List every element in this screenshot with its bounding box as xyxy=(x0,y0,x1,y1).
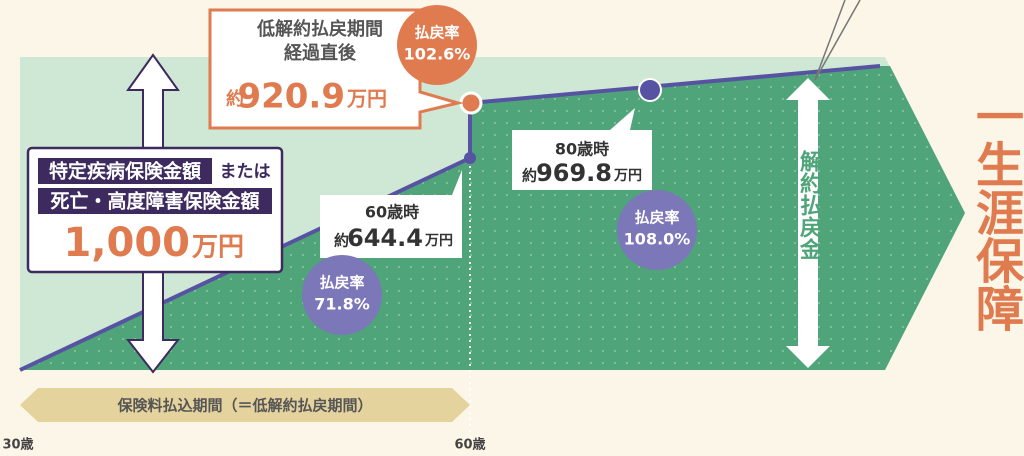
badge-label: 払戻率 xyxy=(414,24,459,42)
age80-title: 80歳時 xyxy=(555,140,609,159)
age60-unit: 万円 xyxy=(424,233,453,249)
badge-rate: 108.0% xyxy=(624,230,691,249)
badge xyxy=(302,255,382,335)
badge-label: 払戻率 xyxy=(634,209,679,227)
badge-rate: 71.8% xyxy=(314,295,370,314)
age60-prefix: 約 xyxy=(334,232,349,250)
age60-title: 60歳時 xyxy=(365,203,419,222)
callout-unit: 万円 xyxy=(346,87,387,111)
badge xyxy=(617,190,697,270)
coverage-line1: 特定疾病保険金額 xyxy=(49,160,201,183)
callout-line1: 低解約払戻期間 xyxy=(256,18,383,40)
badge xyxy=(397,5,477,85)
refund-dots xyxy=(20,66,965,370)
dot xyxy=(638,78,662,102)
badge-rate: 102.6% xyxy=(404,45,471,64)
label-bg xyxy=(38,188,272,214)
coverage-amount: 1,000 xyxy=(63,220,190,266)
pen xyxy=(814,0,861,81)
callout-line2: 経過直後 xyxy=(284,42,357,64)
period-label: 保険料払込期間（＝低解約払戻期間） xyxy=(116,397,372,415)
axis-end: 60歳 xyxy=(454,437,485,453)
pen xyxy=(814,0,846,81)
coverage-line2: 死亡・高度障害保険金額 xyxy=(50,190,259,213)
age80-amount: 969.8 xyxy=(536,159,612,187)
callout-prefix: 約 xyxy=(226,88,244,110)
axis-start: 30歳 xyxy=(2,437,33,453)
badge-label: 払戻率 xyxy=(319,274,364,292)
age60-box xyxy=(320,170,462,258)
label-bg xyxy=(38,158,212,184)
age80-prefix: 約 xyxy=(522,167,537,185)
callout-amount: 920.9 xyxy=(237,77,345,117)
period-bar xyxy=(20,388,470,422)
age60-amount: 644.4 xyxy=(347,224,423,252)
coverage-or: または xyxy=(220,162,271,182)
refund-label: 解約払戻金 xyxy=(796,149,823,260)
coverage-unit: 万円 xyxy=(192,233,244,263)
dot xyxy=(459,91,483,115)
age80-unit: 万円 xyxy=(613,168,642,184)
age80-box xyxy=(512,108,652,190)
arrow xyxy=(786,78,830,368)
lifetime-label: 一生涯保障 xyxy=(967,92,1024,332)
dot xyxy=(464,152,476,164)
